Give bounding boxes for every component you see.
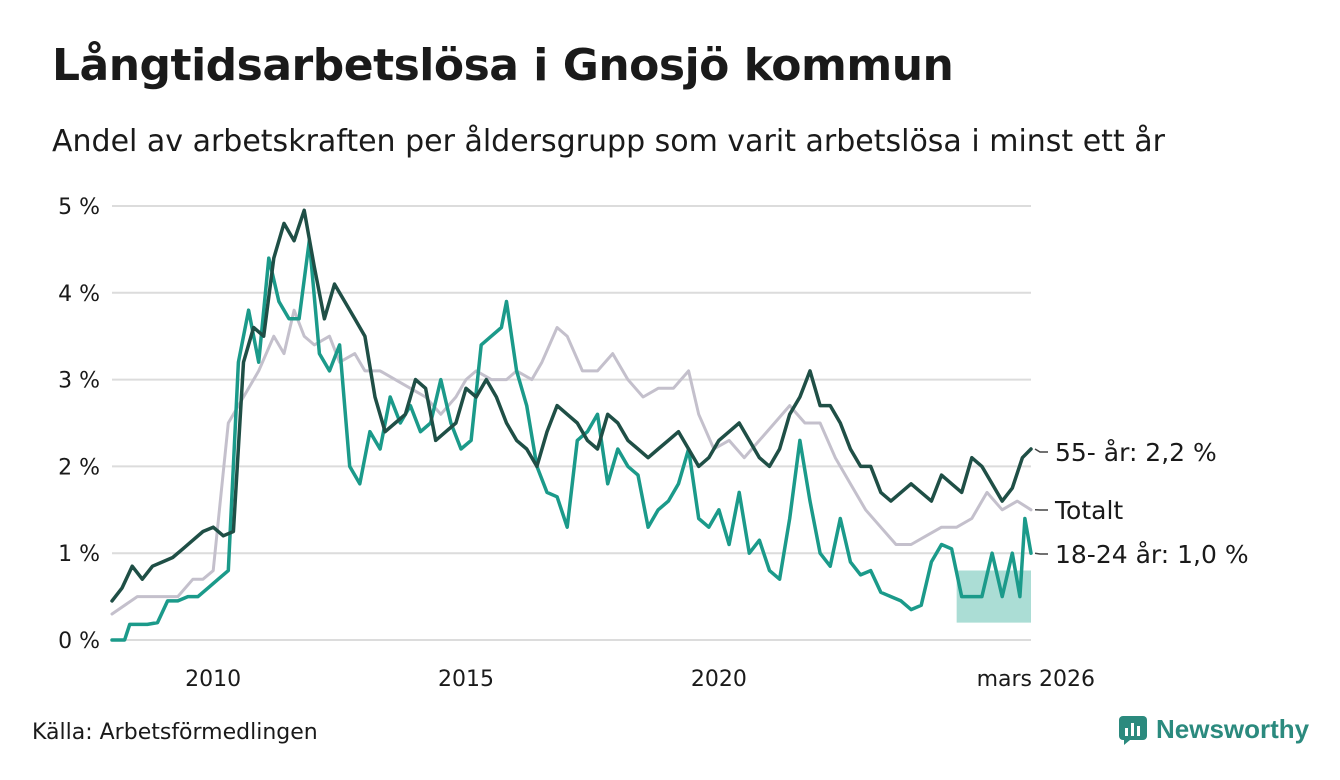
x-tick-label: 2015 <box>438 667 494 692</box>
end-label-total: Totalt <box>1054 496 1123 525</box>
newsworthy-logo-icon <box>1119 715 1147 745</box>
series-end-labels: Totalt 55- år: 2,2 % 18-24 år: 1,0 % <box>1034 438 1249 569</box>
brand-name: Newsworthy <box>1156 714 1310 744</box>
x-tick-label: 2020 <box>691 667 747 692</box>
chart-title: Långtidsarbetslösa i Gnosjö kommun <box>52 40 954 91</box>
series-line-total <box>110 308 1033 616</box>
series-lines <box>110 208 1033 642</box>
band-area <box>956 570 1031 623</box>
y-tick-label: 3 % <box>58 369 100 394</box>
x-tick-label: mars 2026 <box>977 667 1095 692</box>
end-label-leader <box>1034 448 1048 453</box>
y-tick-label: 0 % <box>58 629 100 654</box>
chart-subtitle: Andel av arbetskraften per åldersgrupp s… <box>52 124 1165 159</box>
y-tick-label: 1 % <box>58 542 100 567</box>
series-line-age55 <box>110 208 1033 603</box>
end-label-age18: 18-24 år: 1,0 % <box>1055 540 1249 569</box>
brand-logo: Newsworthy <box>1118 714 1309 745</box>
x-tick-label: 2010 <box>185 667 241 692</box>
y-tick-label: 4 % <box>58 282 100 307</box>
y-tick-label: 5 % <box>58 195 100 220</box>
end-label-age55: 55- år: 2,2 % <box>1055 438 1217 467</box>
y-tick-label: 2 % <box>58 455 100 480</box>
source-note: Källa: Arbetsförmedlingen <box>32 720 318 745</box>
end-label-leader <box>1034 552 1048 555</box>
uncertainty-band <box>956 570 1031 623</box>
axis-labels: 0 % 1 % 2 % 3 % 4 % 5 % 2010 2015 2020 mars 2026 <box>58 195 1095 692</box>
series-line-age18 <box>110 238 1033 642</box>
gridlines <box>112 205 1031 641</box>
